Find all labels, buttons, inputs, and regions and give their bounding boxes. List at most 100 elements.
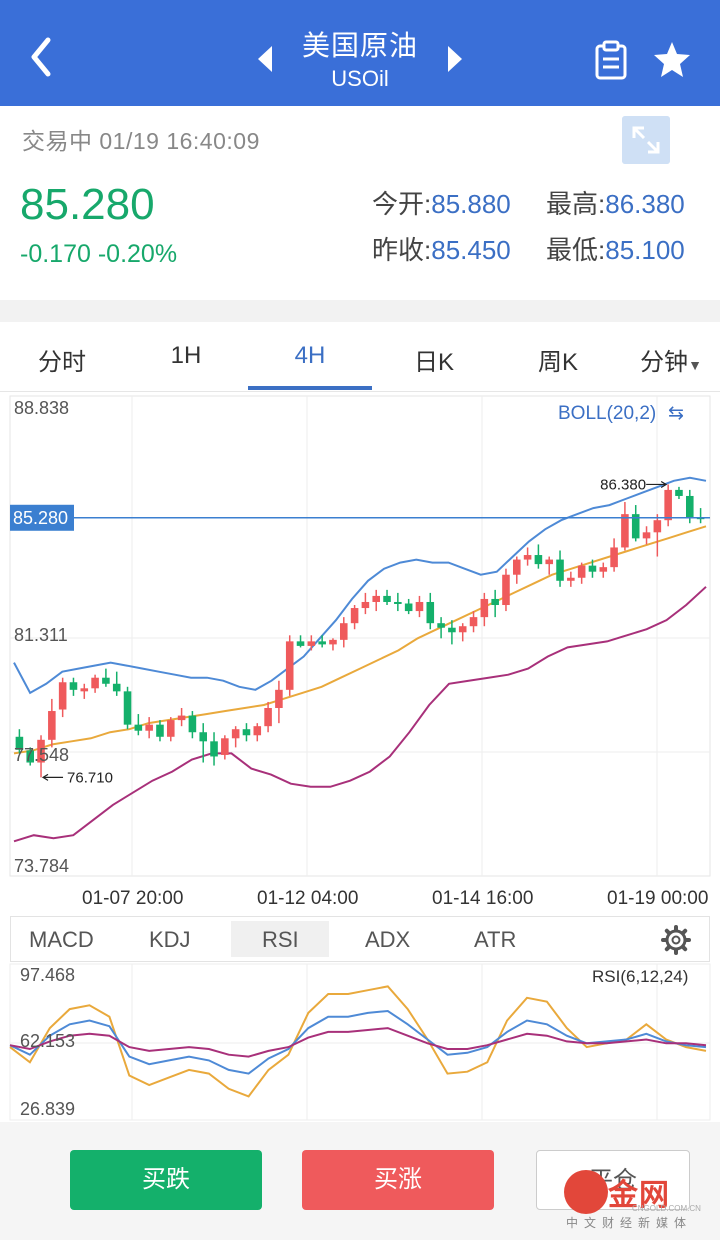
candle-body [567, 577, 575, 581]
candle-body [177, 715, 186, 721]
candle-body [437, 623, 445, 628]
candle-body [631, 514, 640, 539]
stat-low-label: 最低: [546, 235, 606, 265]
indicator-tab-macd[interactable]: MACD [29, 927, 94, 952]
candle-body [48, 711, 56, 740]
star-icon[interactable] [652, 40, 692, 80]
y-tick-label: 81.311 [14, 625, 68, 645]
candle-body [415, 601, 424, 612]
candle-body [296, 641, 305, 646]
candle-body [404, 603, 413, 612]
tab-daily[interactable]: 日K [413, 349, 454, 376]
y-tick-label: 88.838 [14, 398, 69, 418]
candle-body [80, 688, 89, 692]
expand-icon[interactable] [622, 116, 670, 164]
candle-body [588, 565, 597, 572]
x-tick-label: 01-19 00:00 [607, 888, 709, 909]
rsi-y-tick-label: 62.153 [20, 1031, 75, 1051]
candles [15, 484, 705, 778]
candle-body [307, 641, 316, 646]
page-subtitle: USOil [331, 66, 389, 91]
high-marker-arrowhead [660, 480, 668, 488]
change-percent: -0.20% [97, 240, 178, 268]
candle-body [156, 724, 164, 737]
candle-body [199, 732, 208, 742]
back-icon[interactable] [22, 34, 62, 80]
current-price-label: 85.280 [13, 508, 68, 528]
candle-body [329, 639, 337, 645]
tab-timeshare[interactable]: 分时 [38, 349, 86, 376]
candle-body [534, 555, 543, 565]
candle-body [188, 715, 197, 733]
stat-low-value: 85.100 [605, 235, 685, 265]
stat-prev-close-value: 85.450 [431, 235, 511, 265]
rsi-indicator-label: RSI(6,12,24) [592, 967, 688, 986]
price-change: -0.170 -0.20% [20, 240, 177, 269]
clipboard-icon[interactable] [594, 40, 628, 80]
candle-body [361, 601, 370, 609]
indicator-tabs: MACD KDJ RSI ADX ATR [10, 916, 710, 962]
sell-button[interactable]: 买跌 [70, 1150, 262, 1210]
candle-body [642, 532, 651, 539]
stat-prev-close: 昨收:85.450 [372, 230, 511, 267]
candle-body [491, 598, 499, 606]
low-marker-arrowhead [41, 773, 49, 781]
candle-body [458, 626, 467, 633]
rsi-chart[interactable]: 97.468 62.153 26.839 RSI(6,12,24) [0, 962, 720, 1122]
candle-body [621, 514, 629, 548]
rsi-frame [9, 963, 711, 1121]
stat-high-value: 86.380 [605, 189, 685, 219]
high-marker-label: 86.380 [600, 476, 646, 493]
gear-icon[interactable] [661, 925, 691, 955]
candlestick-chart[interactable]: 85.280 88.838 81.311 77.548 73.784 BOLL(… [0, 392, 720, 882]
candle-body [383, 595, 391, 602]
candle-body [15, 736, 24, 750]
candle-body [26, 750, 35, 763]
candle-body [556, 559, 564, 581]
candle-body [394, 601, 402, 604]
candle-body [448, 627, 456, 633]
stat-open-label: 今开: [372, 189, 432, 219]
candle-body [145, 724, 153, 731]
candle-body [112, 683, 121, 692]
chart-grid [10, 396, 710, 876]
candle-body [69, 682, 78, 690]
buy-button[interactable]: 买涨 [302, 1150, 494, 1210]
header-bar: 美国原油 USOil [0, 0, 720, 106]
x-tick-label: 01-12 04:00 [257, 888, 359, 909]
candle-body [231, 729, 240, 739]
candle-body [664, 489, 672, 521]
candle-body [469, 617, 478, 627]
tab-minute[interactable]: 分钟▼ [622, 342, 720, 377]
tab-weekly[interactable]: 周K [537, 349, 578, 376]
rsi-series-line-1 [9, 985, 707, 1098]
prev-icon[interactable] [256, 44, 276, 74]
indicator-tab-adx[interactable]: ADX [365, 927, 411, 952]
candle-body [502, 574, 510, 606]
stat-prev-close-label: 昨收: [372, 235, 432, 265]
candle-body [372, 595, 381, 602]
candle-body [523, 555, 532, 560]
tab-minute-label: 分钟 [640, 349, 689, 376]
indicator-tab-kdj[interactable]: KDJ [149, 927, 191, 952]
candle-body [275, 689, 283, 709]
high-marker: 86.380 [600, 476, 668, 493]
candle-body [339, 623, 348, 640]
stat-low: 最低:85.100 [546, 230, 685, 267]
indicator-tab-atr[interactable]: ATR [474, 927, 517, 952]
tab-4h[interactable]: 4H [294, 342, 326, 369]
stat-open: 今开:85.880 [372, 184, 511, 221]
boll-indicator-label: BOLL(20,2) [558, 403, 656, 424]
indicator-toggle-icon: ⇆ [668, 402, 684, 424]
candle-body [242, 729, 251, 736]
indicator-tab-rsi[interactable]: RSI [262, 927, 299, 952]
candle-body [37, 739, 45, 763]
chart-frame [9, 395, 711, 877]
y-tick-label: 77.548 [14, 745, 69, 765]
next-icon[interactable] [444, 44, 464, 74]
boll-lines [13, 476, 707, 843]
tab-1h[interactable]: 1H [170, 342, 202, 369]
close-position-button[interactable]: 平仓 [536, 1150, 690, 1210]
watermark-name: 金网 [608, 1179, 670, 1212]
watermark-tagline: 中文财经新媒体 [566, 1216, 693, 1230]
